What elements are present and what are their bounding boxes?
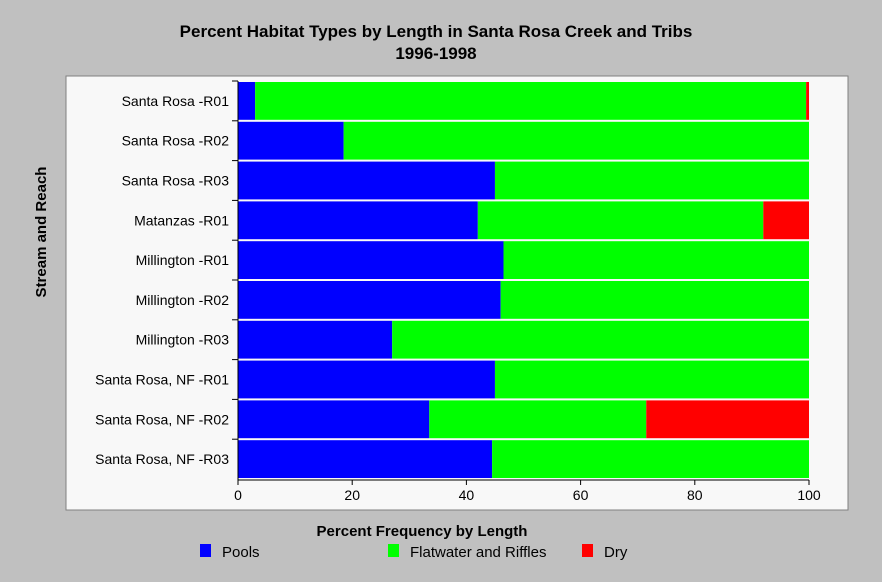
bar-flatwater-and-riffles-6 (392, 320, 809, 359)
x-tick-label: 0 (234, 487, 242, 503)
y-tick-label: Santa Rosa, NF -R03 (95, 451, 229, 467)
legend-swatch-dry (582, 544, 593, 557)
bar-pools-4 (238, 241, 504, 279)
bar-dry-0 (806, 82, 809, 120)
x-tick-label: 60 (573, 487, 589, 503)
bar-pools-3 (238, 201, 478, 240)
bar-pools-9 (238, 440, 493, 478)
bar-flatwater-and-riffles-7 (494, 360, 809, 399)
legend-swatch-flatwater-and-riffles (388, 544, 399, 557)
chart-title: Percent Habitat Types by Length in Santa… (180, 22, 693, 41)
x-tick-label: 100 (797, 487, 821, 503)
bar-pools-0 (238, 82, 256, 120)
x-axis-title: Percent Frequency by Length (317, 523, 528, 540)
y-tick-label: Santa Rosa -R03 (122, 173, 230, 189)
bar-dry-8 (646, 400, 809, 439)
y-tick-label: Matanzas -R01 (134, 212, 229, 228)
y-tick-label: Santa Rosa, NF -R01 (95, 372, 229, 388)
bar-pools-2 (238, 161, 495, 200)
y-tick-label: Millington -R03 (136, 332, 230, 348)
bar-dry-3 (763, 201, 809, 240)
bar-pools-1 (238, 121, 344, 160)
bar-flatwater-and-riffles-0 (255, 82, 807, 120)
bar-flatwater-and-riffles-4 (503, 241, 809, 279)
x-tick-label: 80 (687, 487, 703, 503)
y-tick-label: Santa Rosa -R01 (122, 93, 230, 109)
chart-subtitle: 1996-1998 (395, 44, 476, 63)
bar-pools-6 (238, 320, 393, 359)
bar-pools-7 (238, 360, 495, 399)
legend-label: Flatwater and Riffles (410, 544, 546, 561)
y-tick-label: Millington -R02 (136, 292, 230, 308)
bar-pools-5 (238, 281, 501, 319)
bar-flatwater-and-riffles-8 (429, 400, 647, 439)
bar-flatwater-and-riffles-9 (492, 440, 809, 478)
bar-pools-8 (238, 400, 430, 439)
bar-flatwater-and-riffles-1 (343, 121, 809, 160)
legend-label: Pools (222, 544, 260, 561)
x-tick-label: 20 (344, 487, 360, 503)
y-tick-label: Millington -R01 (136, 252, 230, 268)
bar-flatwater-and-riffles-5 (500, 281, 809, 319)
bar-flatwater-and-riffles-3 (477, 201, 764, 240)
bar-flatwater-and-riffles-2 (494, 161, 809, 200)
legend-swatch-pools (200, 544, 211, 557)
x-tick-label: 40 (459, 487, 475, 503)
legend-label: Dry (604, 544, 628, 561)
y-tick-label: Santa Rosa, NF -R02 (95, 411, 229, 427)
y-axis-title: Stream and Reach (33, 167, 50, 298)
y-tick-label: Santa Rosa -R02 (122, 133, 230, 149)
